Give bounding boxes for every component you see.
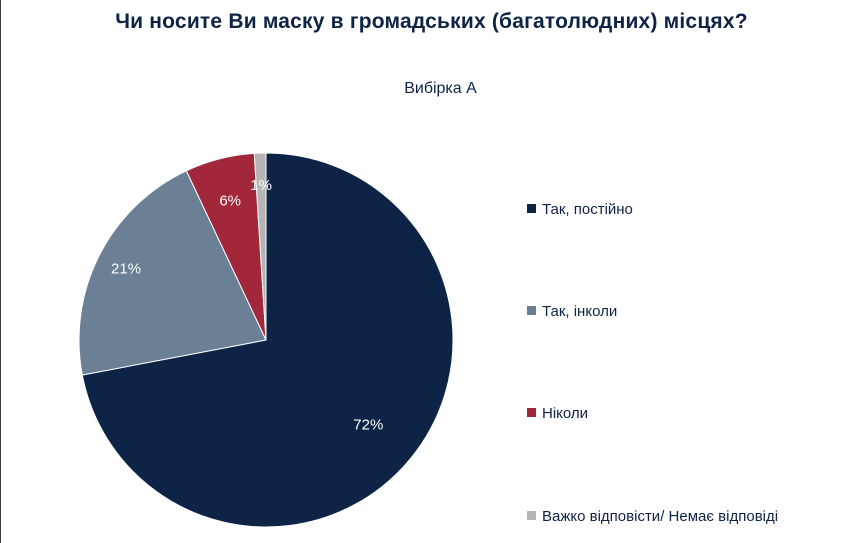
legend-swatch-4 <box>527 511 536 520</box>
slice-label-3: 6% <box>219 193 241 210</box>
legend-label-1: Так, постійно <box>542 201 633 218</box>
legend-item-3: Ніколи <box>527 405 588 422</box>
legend-swatch-2 <box>527 306 536 315</box>
slice-label-1: 72% <box>353 417 383 434</box>
legend-label-2: Так, інколи <box>542 303 618 320</box>
chart-title: Чи носите Ви маску в громадських (багато… <box>115 10 748 33</box>
chart-subtitle: Вибірка А <box>404 80 477 97</box>
pie-slice-1 <box>81 152 454 528</box>
legend-item-1: Так, постійно <box>527 201 633 218</box>
pie-slice-4 <box>253 152 267 341</box>
pie-slice-2 <box>78 170 267 376</box>
legend-swatch-3 <box>527 408 536 417</box>
legend-label-3: Ніколи <box>542 405 589 422</box>
legend-item-4: Важко відповісти/ Немає відповіді <box>527 508 778 525</box>
left-border-line <box>0 0 1 543</box>
slice-label-4: 1% <box>250 177 272 194</box>
legend-swatch-1 <box>527 204 536 213</box>
legend-label-4: Важко відповісти/ Немає відповіді <box>542 508 779 525</box>
legend-item-2: Так, інколи <box>527 303 617 320</box>
slice-label-2: 21% <box>111 261 141 278</box>
